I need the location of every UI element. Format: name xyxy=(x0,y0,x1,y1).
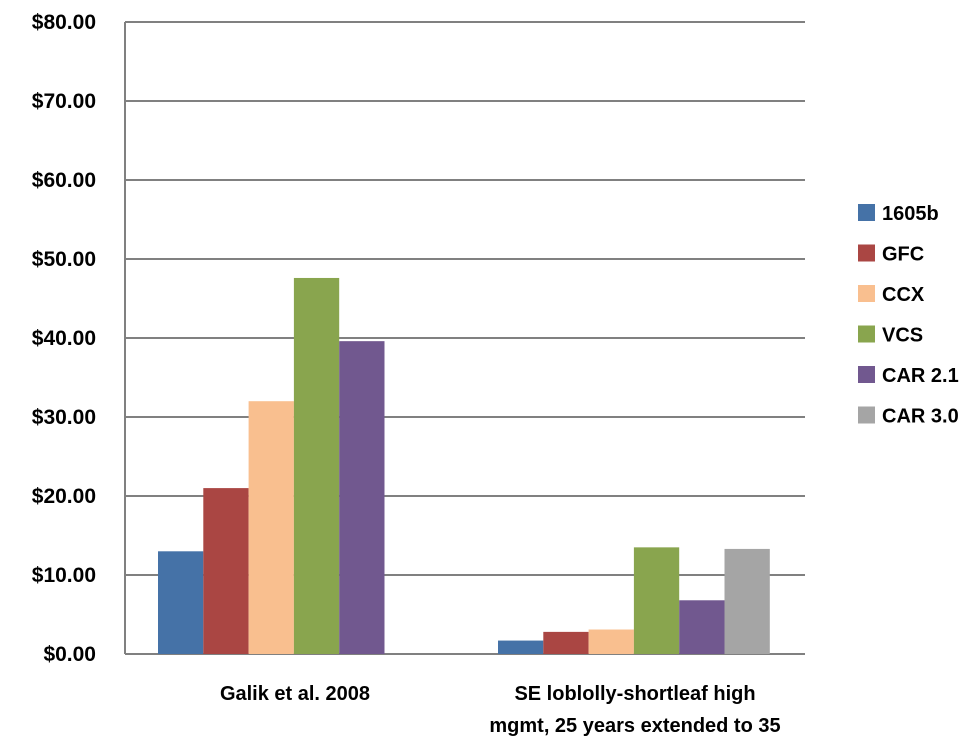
legend-label: VCS xyxy=(882,325,923,347)
legend-swatch xyxy=(858,366,875,383)
x-category-label: SE loblolly-shortleaf high xyxy=(514,683,755,705)
bar-car-2-1 xyxy=(679,600,725,654)
y-tick-label: $10.00 xyxy=(32,564,96,587)
y-tick-label: $60.00 xyxy=(32,169,96,192)
y-tick-label: $80.00 xyxy=(32,11,96,34)
bars xyxy=(158,277,770,654)
bar-ccx xyxy=(248,401,294,654)
bar-ccx xyxy=(588,629,634,654)
bar-car-2-1 xyxy=(339,341,385,654)
legend-swatch xyxy=(858,244,875,262)
bar-1605b xyxy=(158,551,204,654)
legend-swatch xyxy=(858,204,875,221)
legend-label: 1605b xyxy=(882,203,939,225)
legend-swatch xyxy=(858,406,875,424)
x-category-label: Galik et al. 2008 xyxy=(220,683,370,705)
bar-gfc xyxy=(203,488,249,654)
legend-swatch xyxy=(858,285,875,302)
bar-gfc xyxy=(543,631,589,654)
y-tick-label: $70.00 xyxy=(32,90,96,113)
y-tick-label: $50.00 xyxy=(32,248,96,271)
bar-vcs xyxy=(293,277,340,654)
x-axis-category-labels: Galik et al. 2008 SE loblolly-shortleaf h… xyxy=(220,683,781,737)
legend-swatch xyxy=(858,325,875,343)
bar-vcs xyxy=(633,547,680,654)
bar-car-3-0 xyxy=(724,548,770,654)
legend-label: CAR 2.1 xyxy=(882,365,959,387)
y-tick-label: $0.00 xyxy=(43,643,96,666)
y-tick-label: $40.00 xyxy=(32,327,96,350)
legend-label: CCX xyxy=(882,284,925,306)
y-axis-tick-labels: $0.00 $10.00 $20.00 $30.00 $40.00 $50.00 $60.0… xyxy=(32,11,96,666)
legend-label: CAR 3.0 xyxy=(882,406,959,428)
x-category-label: mgmt, 25 years extended to 35 xyxy=(489,715,780,737)
legend: 1605b GFC CCX VCS CAR 2.1 CAR 3.0 xyxy=(858,203,959,428)
y-tick-label: $20.00 xyxy=(32,485,96,508)
y-tick-label: $30.00 xyxy=(32,406,96,429)
legend-label: GFC xyxy=(882,244,924,266)
bar-1605b xyxy=(498,640,544,654)
